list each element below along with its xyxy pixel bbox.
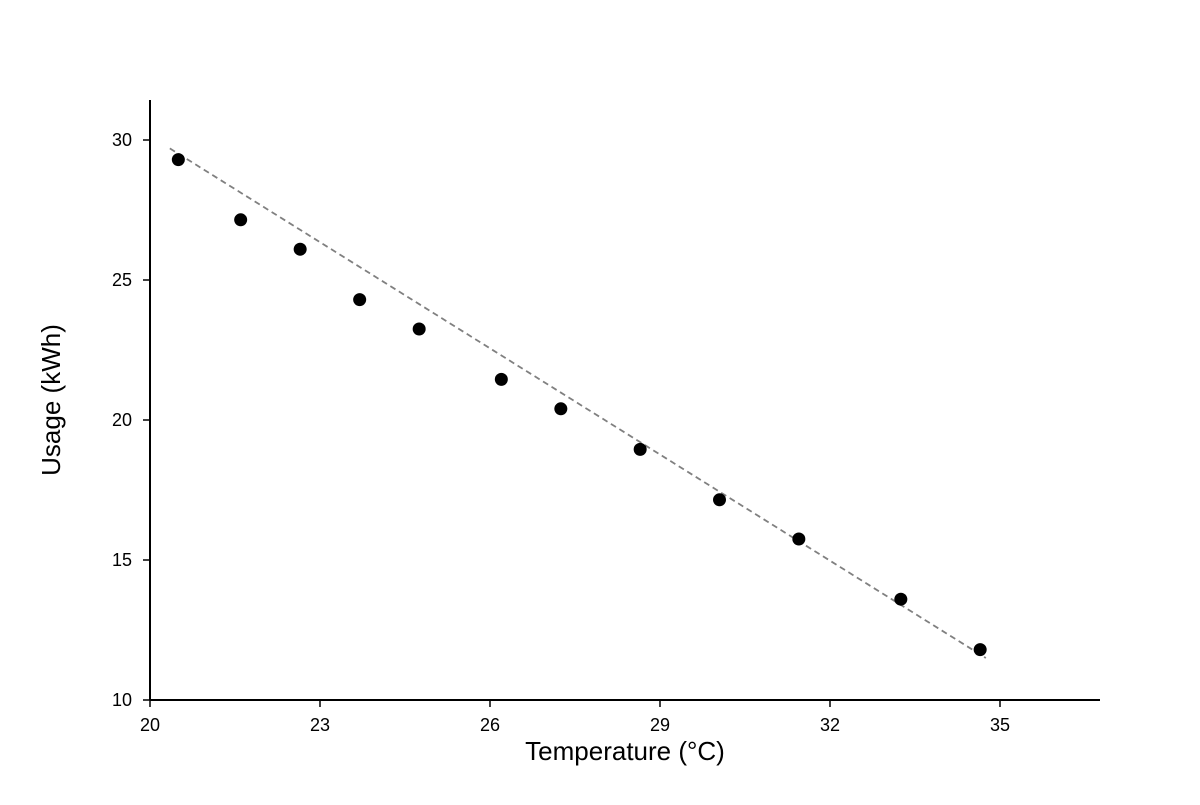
data-point (973, 643, 987, 657)
data-point (234, 213, 248, 227)
data-point (293, 242, 307, 256)
data-point (894, 592, 908, 606)
data-point (171, 153, 185, 167)
y-axis-title: Usage (kWh) (36, 324, 66, 476)
x-tick-label: 29 (650, 715, 670, 735)
data-point (353, 293, 367, 307)
y-tick-label: 20 (112, 410, 132, 430)
x-tick-label: 20 (140, 715, 160, 735)
data-point (792, 532, 806, 546)
data-point (713, 493, 726, 507)
y-tick-label: 10 (112, 690, 132, 710)
data-point (494, 372, 508, 386)
data-point (633, 442, 647, 456)
x-tick-label: 32 (820, 715, 840, 735)
data-point (412, 322, 426, 336)
x-tick-label: 26 (480, 715, 500, 735)
axes: 20 23 26 29 32 35 10 15 20 25 30 (112, 100, 1100, 735)
y-tick-label: 30 (112, 130, 132, 150)
y-tick-label: 25 (112, 270, 132, 290)
x-axis-title: Temperature (°C) (525, 736, 725, 766)
x-tick-label: 35 (990, 715, 1010, 735)
y-tick-label: 15 (112, 550, 132, 570)
trendline-layer (169, 147, 987, 659)
trendline (169, 147, 987, 659)
data-points (171, 153, 987, 657)
data-point (554, 402, 568, 416)
x-tick-label: 23 (310, 715, 330, 735)
